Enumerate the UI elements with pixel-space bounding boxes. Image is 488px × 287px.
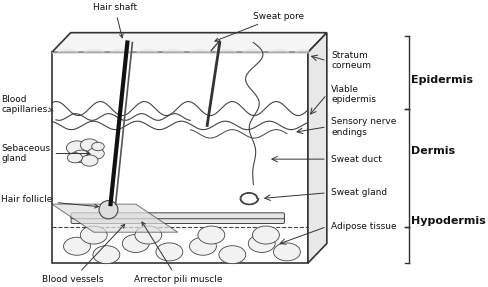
Text: Hair shaft: Hair shaft	[93, 3, 137, 38]
Text: Epidermis: Epidermis	[411, 75, 473, 86]
Circle shape	[219, 246, 246, 264]
Circle shape	[156, 243, 183, 261]
Circle shape	[63, 237, 90, 255]
Polygon shape	[308, 33, 327, 263]
Polygon shape	[52, 204, 178, 232]
Circle shape	[122, 234, 149, 253]
Text: Arrector pili muscle: Arrector pili muscle	[134, 222, 222, 284]
Text: Viable
epidermis: Viable epidermis	[331, 85, 376, 104]
Text: Sweat gland: Sweat gland	[331, 188, 387, 197]
Text: Hypodermis: Hypodermis	[411, 216, 486, 226]
Text: Stratum
corneum: Stratum corneum	[331, 51, 371, 71]
Circle shape	[81, 139, 99, 151]
Text: Sensory nerve
endings: Sensory nerve endings	[331, 117, 396, 137]
Ellipse shape	[99, 201, 118, 219]
Text: Dermis: Dermis	[411, 146, 455, 156]
Text: Blood vessels: Blood vessels	[42, 224, 125, 284]
Polygon shape	[52, 33, 327, 52]
Circle shape	[273, 243, 301, 261]
Circle shape	[198, 226, 225, 244]
Circle shape	[252, 226, 280, 244]
Circle shape	[81, 226, 107, 244]
Circle shape	[92, 142, 104, 151]
Text: Sweat pore: Sweat pore	[215, 11, 305, 42]
Text: Sebaceous
gland: Sebaceous gland	[1, 144, 90, 163]
Circle shape	[66, 141, 87, 155]
Text: Hair follicle: Hair follicle	[1, 195, 98, 208]
Circle shape	[72, 150, 90, 162]
Circle shape	[81, 155, 98, 166]
Circle shape	[135, 226, 162, 244]
FancyBboxPatch shape	[71, 213, 285, 219]
Text: Blood
capillaries: Blood capillaries	[1, 95, 53, 114]
Circle shape	[189, 237, 216, 255]
Text: Sweat duct: Sweat duct	[331, 155, 382, 164]
FancyBboxPatch shape	[71, 215, 285, 224]
Circle shape	[67, 153, 82, 163]
Circle shape	[87, 148, 104, 159]
Text: Adipose tissue: Adipose tissue	[331, 222, 397, 231]
Circle shape	[248, 234, 275, 253]
Circle shape	[93, 246, 120, 264]
